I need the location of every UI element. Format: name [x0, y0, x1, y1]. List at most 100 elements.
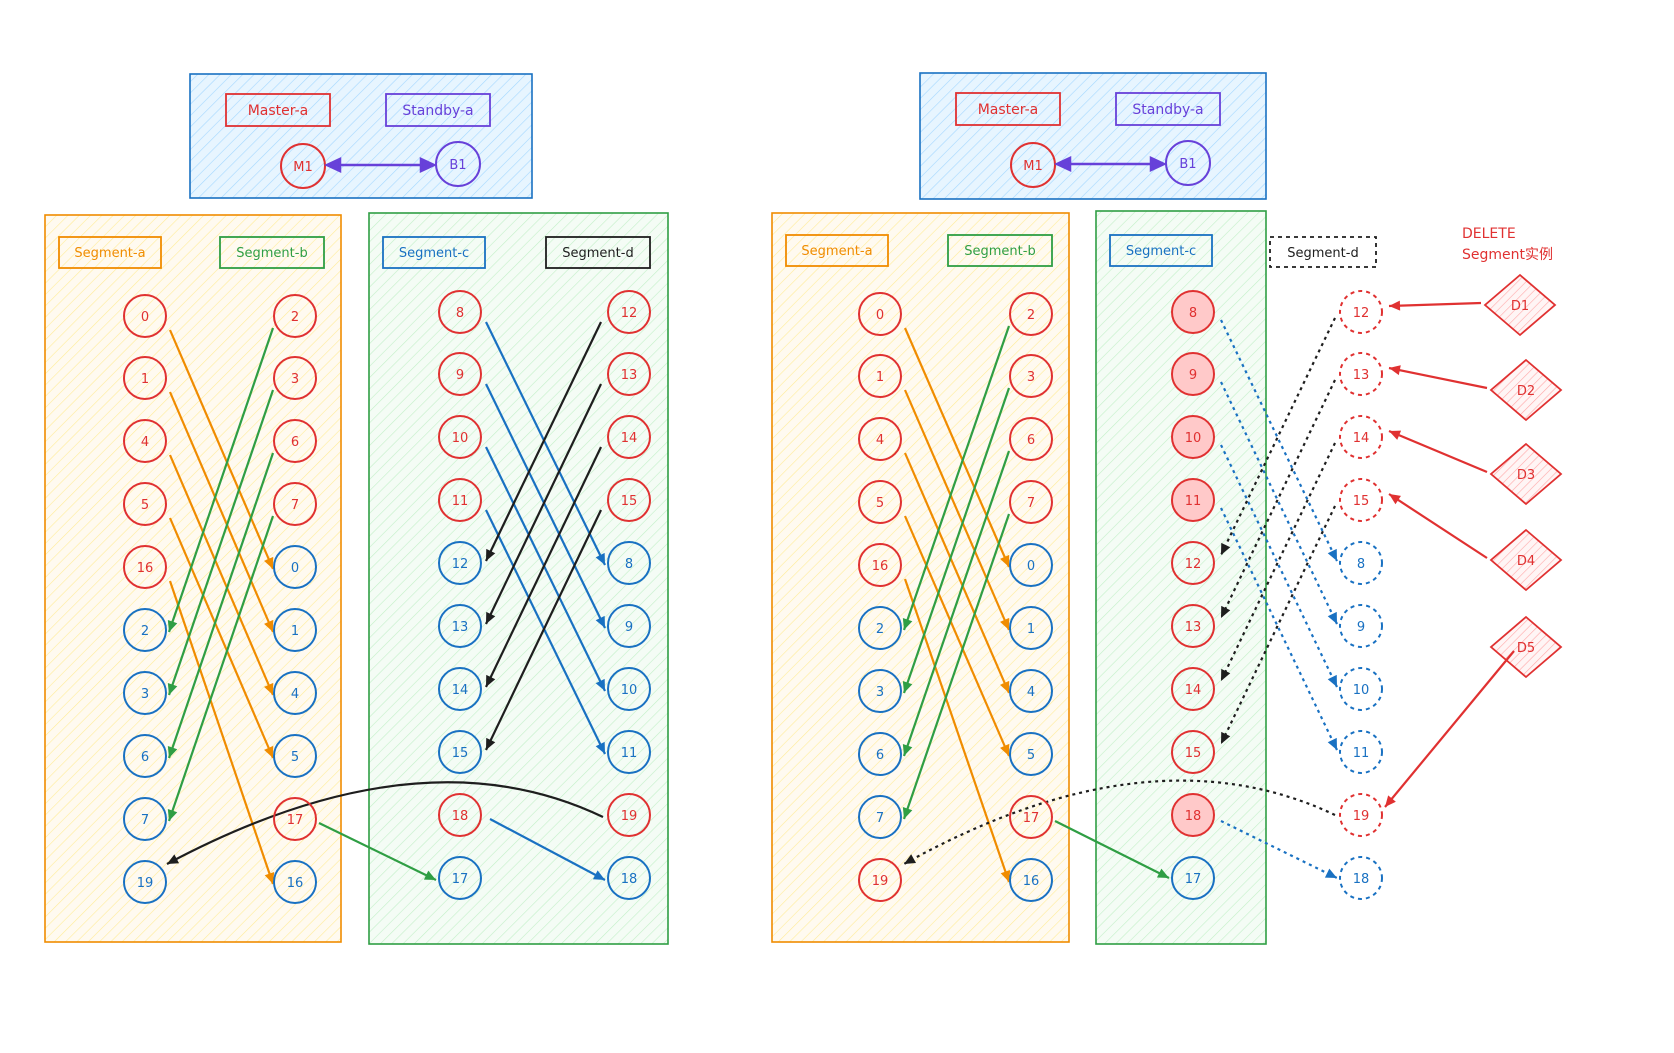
delete-diamond-D3: D3 — [1489, 442, 1563, 506]
svg-text:19: 19 — [137, 876, 154, 891]
left-seg-a-node-4: 4 — [123, 419, 167, 463]
svg-text:9: 9 — [625, 620, 633, 635]
master-label-box: Master-a — [225, 93, 331, 127]
svg-text:B1: B1 — [1179, 157, 1196, 172]
segment-d-label-deleted: Segment-d — [1269, 236, 1377, 268]
right-link-b-17 — [1054, 820, 1170, 879]
svg-text:8: 8 — [1357, 557, 1365, 572]
left-seg-b-node-4: 4 — [273, 671, 317, 715]
left-link-a-1 — [168, 391, 275, 633]
svg-text:0: 0 — [291, 561, 299, 576]
left-link-d-2 — [485, 446, 602, 688]
svg-text:5: 5 — [876, 496, 884, 511]
svg-text:18: 18 — [452, 809, 469, 824]
svg-text:16: 16 — [287, 876, 304, 891]
svg-text:5: 5 — [1027, 748, 1035, 763]
svg-text:11: 11 — [1185, 494, 1202, 509]
svg-text:13: 13 — [452, 620, 469, 635]
right-seg-a-node-5: 5 — [858, 480, 902, 524]
left-seg-d-node-15: 15 — [607, 478, 651, 522]
svg-text:Segment-b: Segment-b — [964, 244, 1035, 259]
right-seg-d-node-8: 8 — [1339, 541, 1383, 585]
left-seg-a-node-7: 7 — [123, 797, 167, 841]
right-mirror-links — [902, 317, 1338, 883]
svg-text:14: 14 — [1185, 683, 1202, 698]
standby-node-after: B1 — [1165, 140, 1211, 186]
right-seg-b-node-6: 6 — [1009, 417, 1053, 461]
svg-text:7: 7 — [1027, 496, 1035, 511]
right-seg-b-node-16: 16 — [1009, 858, 1053, 902]
svg-text:16: 16 — [872, 559, 889, 574]
standby-label: Standby-a — [402, 103, 473, 119]
svg-text:9: 9 — [456, 368, 464, 383]
right-link-c-3 — [1220, 507, 1338, 751]
right-seg-c-node-13: 13 — [1171, 604, 1215, 648]
svg-text:7: 7 — [291, 498, 299, 513]
master-node-after: M1 — [1010, 142, 1056, 188]
svg-text:8: 8 — [1189, 306, 1197, 321]
right-seg-c-node-15: 15 — [1171, 730, 1215, 774]
svg-text:2: 2 — [141, 624, 149, 639]
right-seg-d-node-18: 18 — [1339, 856, 1383, 900]
left-seg-a-node-1: 1 — [123, 356, 167, 400]
delete-arrow-D4 — [1388, 493, 1488, 559]
right-seg-a-node-7: 7 — [858, 795, 902, 839]
left-seg-b-node-1: 1 — [273, 608, 317, 652]
right-seg-a-node-3: 3 — [858, 669, 902, 713]
segment-b-label: Segment-b — [219, 236, 325, 269]
svg-text:D2: D2 — [1517, 384, 1535, 399]
left-seg-a-node-3: 3 — [123, 671, 167, 715]
svg-text:1: 1 — [876, 370, 884, 385]
right-seg-c-node-18: 18 — [1171, 793, 1215, 837]
master-standby-link — [324, 157, 437, 173]
right-seg-d-node-15: 15 — [1339, 478, 1383, 522]
standby-label-box: Standby-a — [385, 93, 491, 127]
segment-c-label-after: Segment-c — [1109, 234, 1213, 267]
svg-text:Master-a: Master-a — [978, 102, 1039, 118]
delete-diamond-D2: D2 — [1489, 358, 1563, 422]
delete-note: DELETE Segment实例 — [1462, 226, 1553, 263]
svg-text:18: 18 — [1353, 872, 1370, 887]
master-label-box-after: Master-a — [955, 92, 1061, 126]
right-seg-b-node-17: 17 — [1009, 795, 1053, 839]
left-seg-b-node-16: 16 — [273, 860, 317, 904]
svg-text:7: 7 — [876, 811, 884, 826]
svg-text:0: 0 — [141, 310, 149, 325]
delete-diamond-D5: D5 — [1489, 615, 1563, 679]
svg-text:4: 4 — [876, 433, 884, 448]
master-label: Master-a — [248, 103, 309, 119]
right-seg-b-node-7: 7 — [1009, 480, 1053, 524]
host-box-ab-after — [771, 212, 1070, 943]
right-seg-d-node-10: 10 — [1339, 667, 1383, 711]
right-segment-nodes: 0145162367192367014517168910111213141518… — [858, 290, 1383, 902]
svg-text:11: 11 — [621, 746, 638, 761]
left-seg-c-node-18: 18 — [438, 793, 482, 837]
segment-a-label: Segment-a — [58, 236, 162, 269]
svg-text:1: 1 — [1027, 622, 1035, 637]
svg-text:Segment-c: Segment-c — [399, 246, 469, 261]
right-seg-b-node-2: 2 — [1009, 292, 1053, 336]
right-seg-c-node-11: 11 — [1171, 478, 1215, 522]
svg-text:11: 11 — [452, 494, 469, 509]
svg-text:10: 10 — [1353, 683, 1370, 698]
right-seg-d-node-19: 19 — [1339, 793, 1383, 837]
svg-text:12: 12 — [1185, 557, 1202, 572]
delete-diamond-D4: D4 — [1489, 528, 1563, 592]
right-seg-c-node-9: 9 — [1171, 352, 1215, 396]
svg-text:6: 6 — [1027, 433, 1035, 448]
svg-text:3: 3 — [291, 372, 299, 387]
delete-note-line2: Segment实例 — [1462, 247, 1553, 263]
standby-label-box-after: Standby-a — [1115, 92, 1221, 126]
right-link-b-1 — [902, 387, 1011, 694]
right-seg-b-node-5: 5 — [1009, 732, 1053, 776]
right-link-d-1 — [1220, 379, 1336, 619]
right-link-a-0 — [903, 327, 1011, 568]
left-seg-b-node-3: 3 — [273, 356, 317, 400]
svg-text:Segment-a: Segment-a — [801, 244, 872, 259]
svg-text:6: 6 — [876, 748, 884, 763]
left-link-c-3 — [485, 509, 606, 755]
left-seg-a-node-16: 16 — [123, 545, 167, 589]
left-link-a-2 — [168, 454, 275, 696]
right-seg-c-node-17: 17 — [1171, 856, 1215, 900]
svg-text:4: 4 — [1027, 685, 1035, 700]
